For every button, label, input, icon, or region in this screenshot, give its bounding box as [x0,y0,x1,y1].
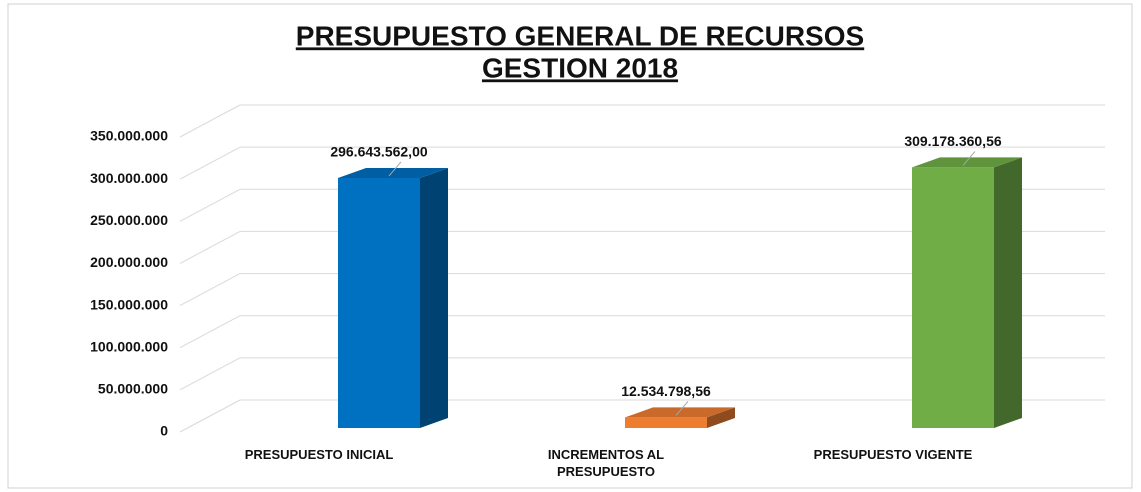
grid-line [179,315,241,349]
grid-line [179,188,241,222]
chart-title: PRESUPUESTO GENERAL DE RECURSOS [296,20,864,51]
grid-line [179,357,241,391]
bar-top [625,407,735,418]
data-label: 296.643.562,00 [330,144,428,160]
grid-line [179,273,241,307]
grid-line [179,104,241,138]
y-tick-label: 250.000.000 [90,212,168,228]
bar [625,417,707,428]
bar-side [707,407,735,428]
bar-side [420,167,448,428]
x-tick-label: INCREMENTOS AL PRESUPUESTO [547,447,665,479]
y-tick-label: 100.000.000 [90,338,168,354]
grid-line [179,146,241,180]
bar-top [338,167,448,178]
data-label: 12.534.798,56 [621,383,711,399]
leader-line [388,161,402,177]
bar [912,167,994,429]
y-tick-label: 350.000.000 [90,128,168,144]
y-tick-label: 200.000.000 [90,254,168,270]
bar-top [912,157,1022,168]
x-tick-label: PRESUPUESTO VIGENTE [813,447,973,462]
grid-line [179,399,241,433]
data-label: 309.178.360,56 [904,133,1002,149]
x-tick-label: PRESUPUESTO INICIAL [244,447,394,462]
leader-line [962,151,976,166]
bar-side [994,157,1022,429]
y-tick-label: 50.000.000 [98,381,168,397]
chart-title: GESTION 2018 [482,52,678,83]
y-tick-label: 150.000.000 [90,296,168,312]
grid-line [179,230,241,264]
leader-line [675,401,689,416]
y-tick-label: 0 [160,423,168,439]
y-tick-label: 300.000.000 [90,170,168,186]
bar [338,177,420,428]
